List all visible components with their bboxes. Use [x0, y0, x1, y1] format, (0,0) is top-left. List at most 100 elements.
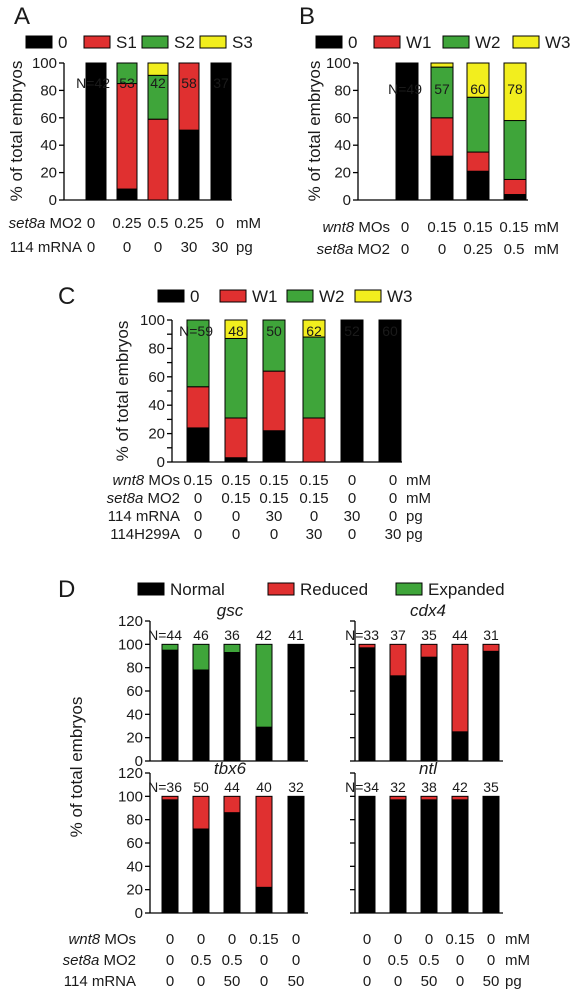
- panel-d-tbx6-y-tick-label: 40: [126, 858, 143, 875]
- panel-c-n-label: 62: [306, 323, 322, 339]
- panel-b-legend-swatch: [373, 35, 401, 49]
- panel-c-bar-segment: [302, 336, 326, 419]
- panel-d-condition-value: 0: [292, 952, 300, 969]
- panel-a-legend-swatch: [199, 35, 227, 49]
- panel-d-ntl-n-label: 42: [452, 779, 468, 795]
- panel-a-legend-label: S2: [174, 33, 195, 52]
- panel-b-condition-value: 0.15: [463, 219, 492, 236]
- panel-d-condition-value: 0: [456, 973, 464, 990]
- panel-a-y-tick-label: 40: [40, 137, 57, 154]
- panel-d-ntl-bar-segment: [482, 795, 500, 914]
- panel-b-bar-segment: [395, 62, 419, 201]
- panel-c-condition-label: set8a MO2: [107, 490, 180, 507]
- panel-c-condition-value: 0: [232, 508, 240, 525]
- panel-c-y-tick-label: 60: [148, 369, 165, 386]
- panel-a-legend-swatch: [25, 35, 53, 49]
- panel-d-condition-value: 0.5: [419, 952, 440, 969]
- panel-b-bar-segment: [430, 155, 454, 201]
- panel-c-n-label: 60: [382, 323, 398, 339]
- panel-d-ntl-title: ntl: [419, 759, 438, 778]
- panel-a-condition-unit: pg: [236, 239, 253, 256]
- panel-c-y-tick-label: 20: [148, 426, 165, 443]
- panel-d-tbx6-n-label: N=36: [148, 779, 182, 795]
- panel-a-condition-value: 0.25: [174, 215, 203, 232]
- panel-d-condition-value: 0: [394, 931, 402, 948]
- panel-c-letter: C: [58, 283, 75, 310]
- panel-d-condition-value: 0.5: [388, 952, 409, 969]
- panel-c-n-label: 48: [228, 323, 244, 339]
- panel-c-bar-segment: [302, 417, 326, 463]
- panel-b-legend-swatch: [512, 35, 540, 49]
- panel-c-bar-segment: [186, 319, 210, 388]
- panel-d-legend-swatch: [137, 582, 165, 596]
- panel-d-ntl-n-label: 38: [421, 779, 437, 795]
- panel-a-n-label: N=42: [76, 75, 110, 91]
- panel-b-bar-segment: [503, 62, 527, 122]
- panel-b-n-label: N=49: [388, 81, 422, 97]
- panel-c-legend-swatch: [157, 289, 185, 303]
- panel-d-cdx4-n-label: 44: [452, 627, 468, 643]
- panel-c-bar-segment: [262, 430, 286, 463]
- panel-d-gsc-title: gsc: [217, 601, 244, 620]
- panel-d-gsc-y-tick-label: 40: [126, 706, 143, 723]
- panel-c-bar-segment: [378, 319, 402, 463]
- panel-c-condition-value: 0.15: [183, 472, 212, 489]
- panel-d-cdx4-bar-segment: [358, 643, 376, 649]
- panel-b-condition-value: 0: [401, 241, 409, 258]
- panel-d-gsc-bar-segment: [161, 649, 179, 762]
- panel-b-n-label: 60: [470, 81, 486, 97]
- panel-c-bar-segment: [262, 370, 286, 432]
- panel-d-condition-value: 0: [394, 973, 402, 990]
- panel-a-bar-segment: [116, 83, 138, 190]
- panel-a-condition-value: 0: [216, 215, 224, 232]
- panel-d-cdx4-bar-segment: [482, 650, 500, 762]
- panel-c-condition-value: 0: [348, 526, 356, 543]
- panel-d-condition-value: 0: [260, 973, 268, 990]
- panel-d-ntl-bar-segment: [451, 795, 469, 801]
- panel-d-tbx6-bar-segment: [223, 812, 241, 914]
- panel-d-condition-value: 50: [421, 973, 438, 990]
- panel-a-y-axis-label: % of total embryos: [7, 61, 26, 202]
- panel-d-cdx4-bar-segment: [358, 647, 376, 762]
- panel-d-tbx6-n-label: 40: [256, 779, 272, 795]
- panel-d-ntl-bar-segment: [389, 795, 407, 801]
- panel-a-condition-unit: mM: [236, 215, 261, 232]
- panel-c-condition-value: 0: [232, 526, 240, 543]
- panel-a-legend-label: 0: [58, 33, 67, 52]
- panel-d-gsc-bar-segment: [287, 643, 305, 762]
- panel-d-cdx4-bar-segment: [389, 675, 407, 762]
- panel-b-condition-unit: mM: [534, 241, 559, 258]
- panel-d-tbx6-title: tbx6: [214, 759, 247, 778]
- panel-d-tbx6-bar-segment: [192, 795, 210, 830]
- panel-d-cdx4-n-label: N=33: [345, 627, 379, 643]
- panel-d-condition-value: 0: [487, 952, 495, 969]
- panel-d-tbx6-y-tick-label: 80: [126, 812, 143, 829]
- panel-b-letter: B: [299, 3, 315, 30]
- panel-c-condition-label: 114H299A: [110, 526, 180, 543]
- panel-b-condition-value: 0: [401, 219, 409, 236]
- panel-d-cdx4-n-label: 35: [421, 627, 437, 643]
- panel-d-legend-swatch: [267, 582, 295, 596]
- panel-d-gsc-bar-segment: [192, 643, 210, 671]
- panel-d-gsc-y-tick-label: 120: [118, 613, 143, 630]
- panel-b-bar-segment: [503, 194, 527, 201]
- panel-c-y-tick-label: 100: [140, 312, 165, 329]
- panel-c-bar-segment: [340, 319, 364, 463]
- panel-a-condition-value: 30: [181, 239, 198, 256]
- panel-b-y-tick-label: 40: [334, 137, 351, 154]
- panel-d-cdx4-bar-segment: [451, 643, 469, 733]
- panel-b-bar-segment: [503, 178, 527, 196]
- panel-d-tbx6-y-tick-label: 120: [118, 765, 143, 782]
- panel-b-n-label: 78: [507, 81, 523, 97]
- panel-d-gsc-n-label: N=44: [148, 627, 182, 643]
- panel-a-legend-swatch: [83, 35, 111, 49]
- panel-a-n-label: 42: [150, 75, 166, 91]
- panel-b-legend-swatch: [315, 35, 343, 49]
- panel-a-bar-segment: [116, 62, 138, 85]
- panel-d-gsc-n-label: 42: [256, 627, 272, 643]
- panel-d-tbx6-bar-segment: [223, 795, 241, 814]
- panel-d-gsc-n-label: 41: [288, 627, 304, 643]
- panel-d-gsc-bar-segment: [161, 643, 179, 651]
- panel-a-y-tick-label: 60: [40, 110, 57, 127]
- panel-c-bar-segment: [186, 386, 210, 429]
